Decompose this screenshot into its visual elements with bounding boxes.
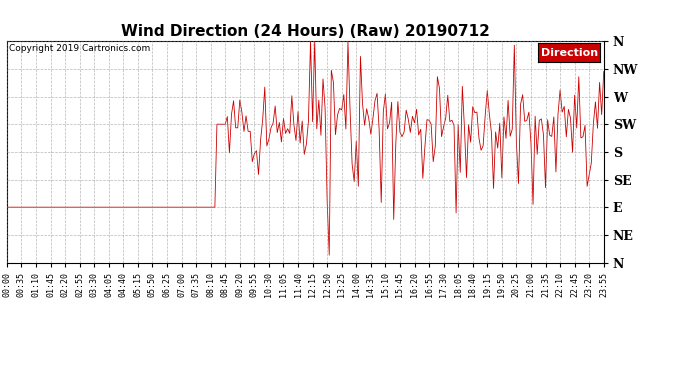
Title: Wind Direction (24 Hours) (Raw) 20190712: Wind Direction (24 Hours) (Raw) 20190712 [121,24,490,39]
Text: Copyright 2019 Cartronics.com: Copyright 2019 Cartronics.com [9,44,150,52]
Text: Direction: Direction [541,48,598,57]
